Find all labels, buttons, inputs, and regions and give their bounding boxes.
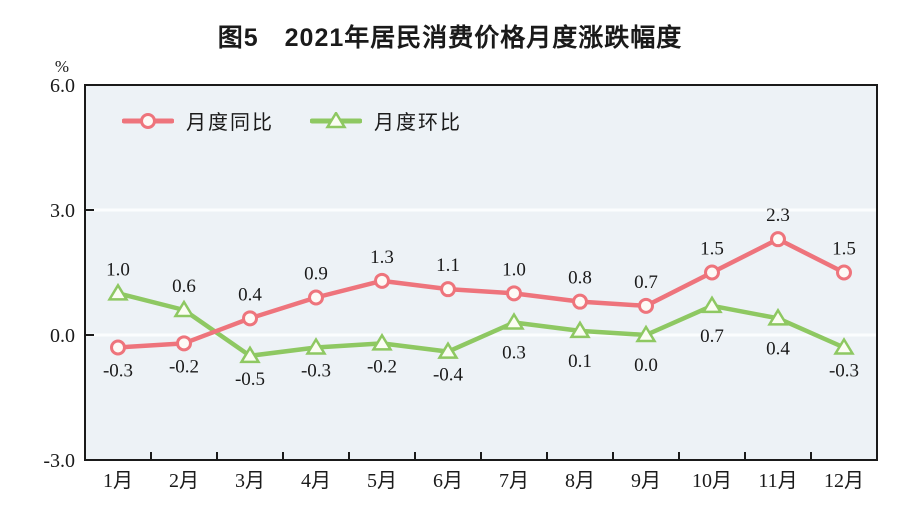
triangle-marker bbox=[325, 111, 347, 128]
y-axis-tick-label: -3.0 bbox=[43, 450, 75, 472]
data-point-label: -0.3 bbox=[829, 361, 859, 382]
x-axis-tick-label: 9月 bbox=[631, 470, 661, 492]
legend-label-yoy: 月度同比 bbox=[186, 112, 274, 134]
x-axis-tick-label: 2月 bbox=[169, 470, 199, 492]
data-point-label: 0.4 bbox=[766, 338, 790, 359]
circle-marker bbox=[704, 264, 720, 281]
data-point-label: 1.0 bbox=[502, 259, 526, 280]
legend-item-yoy: 月度同比 bbox=[122, 106, 274, 135]
circle-marker bbox=[308, 289, 324, 306]
data-point-label: 1.1 bbox=[436, 255, 460, 276]
data-point-label: -0.5 bbox=[235, 369, 265, 390]
data-point-label: 1.5 bbox=[700, 239, 724, 260]
data-point-label: 0.1 bbox=[568, 351, 592, 372]
plot-area bbox=[85, 85, 877, 460]
mom-line-swatch-icon bbox=[310, 111, 362, 128]
data-point-label: 1.3 bbox=[370, 247, 394, 268]
triangle-marker bbox=[107, 282, 129, 301]
circle-marker bbox=[140, 112, 156, 129]
series-line-0 bbox=[115, 236, 847, 350]
data-point-label: 0.8 bbox=[568, 268, 592, 289]
circle-marker bbox=[770, 231, 786, 248]
data-point-label: -0.4 bbox=[433, 365, 464, 386]
circle-marker bbox=[176, 335, 192, 352]
circle-marker bbox=[836, 264, 852, 281]
y-axis-unit-label: % bbox=[55, 57, 69, 76]
data-point-label: -0.2 bbox=[169, 356, 199, 377]
triangle-marker bbox=[305, 337, 327, 355]
data-point-label: 0.9 bbox=[304, 264, 328, 285]
data-point-label: 0.7 bbox=[700, 326, 724, 347]
triangle-marker bbox=[833, 337, 855, 355]
data-point-label: 0.0 bbox=[634, 355, 658, 376]
legend-label-mom: 月度环比 bbox=[374, 112, 462, 134]
chart-title: 图5 2021年居民消费价格月度涨跌幅度 bbox=[217, 24, 683, 52]
x-axis-tick-label: 7月 bbox=[499, 470, 529, 492]
x-axis-tick-label: 1月 bbox=[103, 470, 133, 492]
y-axis-tick-label: 6.0 bbox=[50, 75, 75, 97]
circle-marker bbox=[242, 310, 258, 327]
legend-item-mom: 月度环比 bbox=[310, 106, 462, 135]
data-point-label: 1.0 bbox=[106, 259, 130, 280]
triangle-marker bbox=[173, 299, 195, 318]
x-axis-tick-label: 5月 bbox=[367, 470, 397, 492]
triangle-marker bbox=[701, 295, 723, 314]
triangle-marker bbox=[635, 324, 657, 343]
circle-marker bbox=[572, 293, 588, 310]
legend: 月度同比 月度环比 bbox=[122, 106, 462, 135]
triangle-marker bbox=[767, 307, 789, 326]
data-point-label: 2.3 bbox=[766, 205, 790, 226]
triangle-marker bbox=[569, 320, 591, 339]
circle-marker bbox=[374, 272, 390, 289]
x-axis-tick-label: 3月 bbox=[235, 470, 265, 492]
x-axis-tick-label: 10月 bbox=[692, 470, 732, 492]
data-point-label: 0.6 bbox=[172, 276, 196, 297]
data-point-label: 0.4 bbox=[238, 284, 262, 305]
series-line-1 bbox=[115, 291, 847, 359]
circle-marker bbox=[440, 281, 456, 298]
circle-marker bbox=[638, 297, 654, 314]
triangle-marker bbox=[239, 345, 261, 364]
triangle-marker bbox=[437, 341, 459, 359]
data-point-label: -0.3 bbox=[301, 361, 331, 382]
data-point-label: 0.3 bbox=[502, 343, 526, 364]
y-axis-tick-label: 3.0 bbox=[50, 200, 75, 222]
yoy-line-swatch-icon bbox=[122, 112, 174, 129]
x-axis-tick-label: 6月 bbox=[433, 470, 463, 492]
triangle-marker bbox=[503, 312, 525, 330]
circle-marker bbox=[110, 339, 126, 356]
x-axis-tick-label: 4月 bbox=[301, 470, 331, 492]
x-axis-tick-label: 12月 bbox=[824, 470, 864, 492]
x-axis-tick-label: 11月 bbox=[758, 470, 797, 492]
data-point-label: -0.2 bbox=[367, 356, 397, 377]
x-axis-tick-label: 8月 bbox=[565, 470, 595, 492]
circle-marker bbox=[506, 285, 522, 302]
data-point-label: -0.3 bbox=[103, 361, 133, 382]
data-point-label: 1.5 bbox=[832, 239, 856, 260]
data-point-label: 0.7 bbox=[634, 272, 658, 293]
y-axis-tick-label: 0.0 bbox=[50, 325, 75, 347]
triangle-marker bbox=[371, 332, 393, 351]
